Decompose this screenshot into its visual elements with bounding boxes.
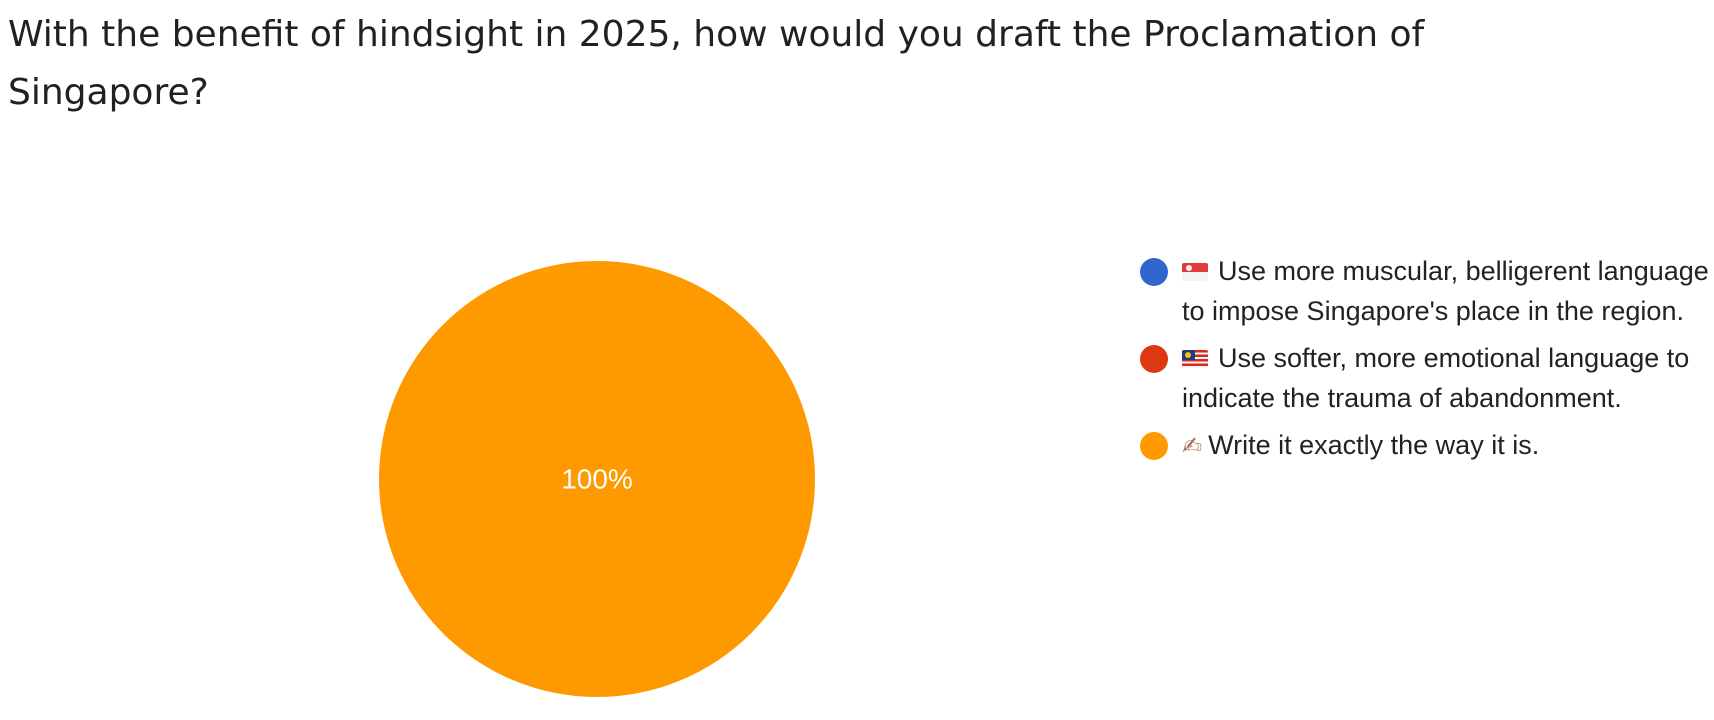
legend-item-softer-language: Use softer, more emotional language to i… xyxy=(1140,339,1714,418)
legend-label: Use softer, more emotional language to i… xyxy=(1182,343,1690,413)
malaysia-flag-icon xyxy=(1182,350,1208,368)
slice-data-label: 100% xyxy=(561,464,633,495)
legend-swatch-red-icon xyxy=(1140,345,1168,373)
pie-data-labels: 100% xyxy=(561,464,633,495)
chart-legend: Use more muscular, belligerent language … xyxy=(1140,252,1714,474)
writing-hand-icon: ✍ xyxy=(1182,432,1203,460)
legend-swatch-orange-icon xyxy=(1140,432,1168,460)
legend-item-muscular-language: Use more muscular, belligerent language … xyxy=(1140,252,1714,331)
legend-item-write-exactly: ✍ Write it exactly the way it is. xyxy=(1140,426,1714,466)
pie-slices xyxy=(379,261,815,697)
legend-swatch-blue-icon xyxy=(1140,258,1168,286)
legend-label: Use more muscular, belligerent language … xyxy=(1182,256,1709,326)
legend-label: Write it exactly the way it is. xyxy=(1208,430,1540,460)
question-title: With the benefit of hindsight in 2025, h… xyxy=(8,14,1425,113)
singapore-flag-icon xyxy=(1182,263,1208,281)
pie-slice xyxy=(379,261,815,697)
